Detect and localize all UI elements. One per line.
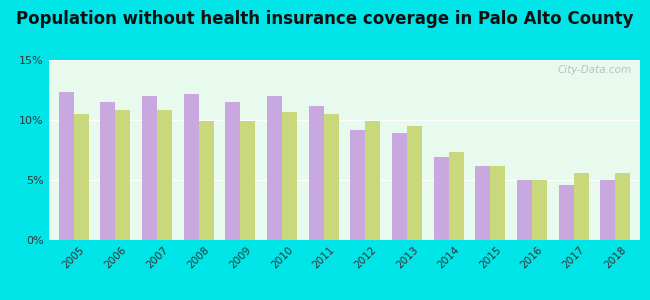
Bar bbox=[490, 166, 505, 240]
Bar bbox=[226, 102, 240, 240]
Bar bbox=[434, 157, 448, 240]
Bar bbox=[240, 121, 255, 240]
Bar bbox=[116, 110, 131, 240]
Bar bbox=[309, 106, 324, 240]
Bar bbox=[600, 180, 616, 240]
Bar bbox=[350, 130, 365, 240]
Bar bbox=[407, 126, 422, 240]
Bar bbox=[448, 152, 463, 240]
Bar bbox=[142, 96, 157, 240]
Bar bbox=[517, 180, 532, 240]
Bar bbox=[73, 114, 89, 240]
Bar bbox=[184, 94, 199, 240]
Text: City-Data.com: City-Data.com bbox=[557, 65, 631, 75]
Bar bbox=[267, 96, 282, 240]
Text: Population without health insurance coverage in Palo Alto County: Population without health insurance cove… bbox=[16, 11, 634, 28]
Bar bbox=[282, 112, 297, 240]
Bar bbox=[558, 185, 573, 240]
Bar bbox=[157, 110, 172, 240]
Bar bbox=[365, 121, 380, 240]
Bar bbox=[324, 114, 339, 240]
Bar bbox=[100, 102, 116, 240]
Bar bbox=[532, 180, 547, 240]
Bar bbox=[392, 133, 407, 240]
Bar bbox=[573, 173, 589, 240]
Bar bbox=[58, 92, 73, 240]
Bar bbox=[616, 173, 630, 240]
Bar bbox=[475, 166, 490, 240]
Bar bbox=[199, 121, 214, 240]
